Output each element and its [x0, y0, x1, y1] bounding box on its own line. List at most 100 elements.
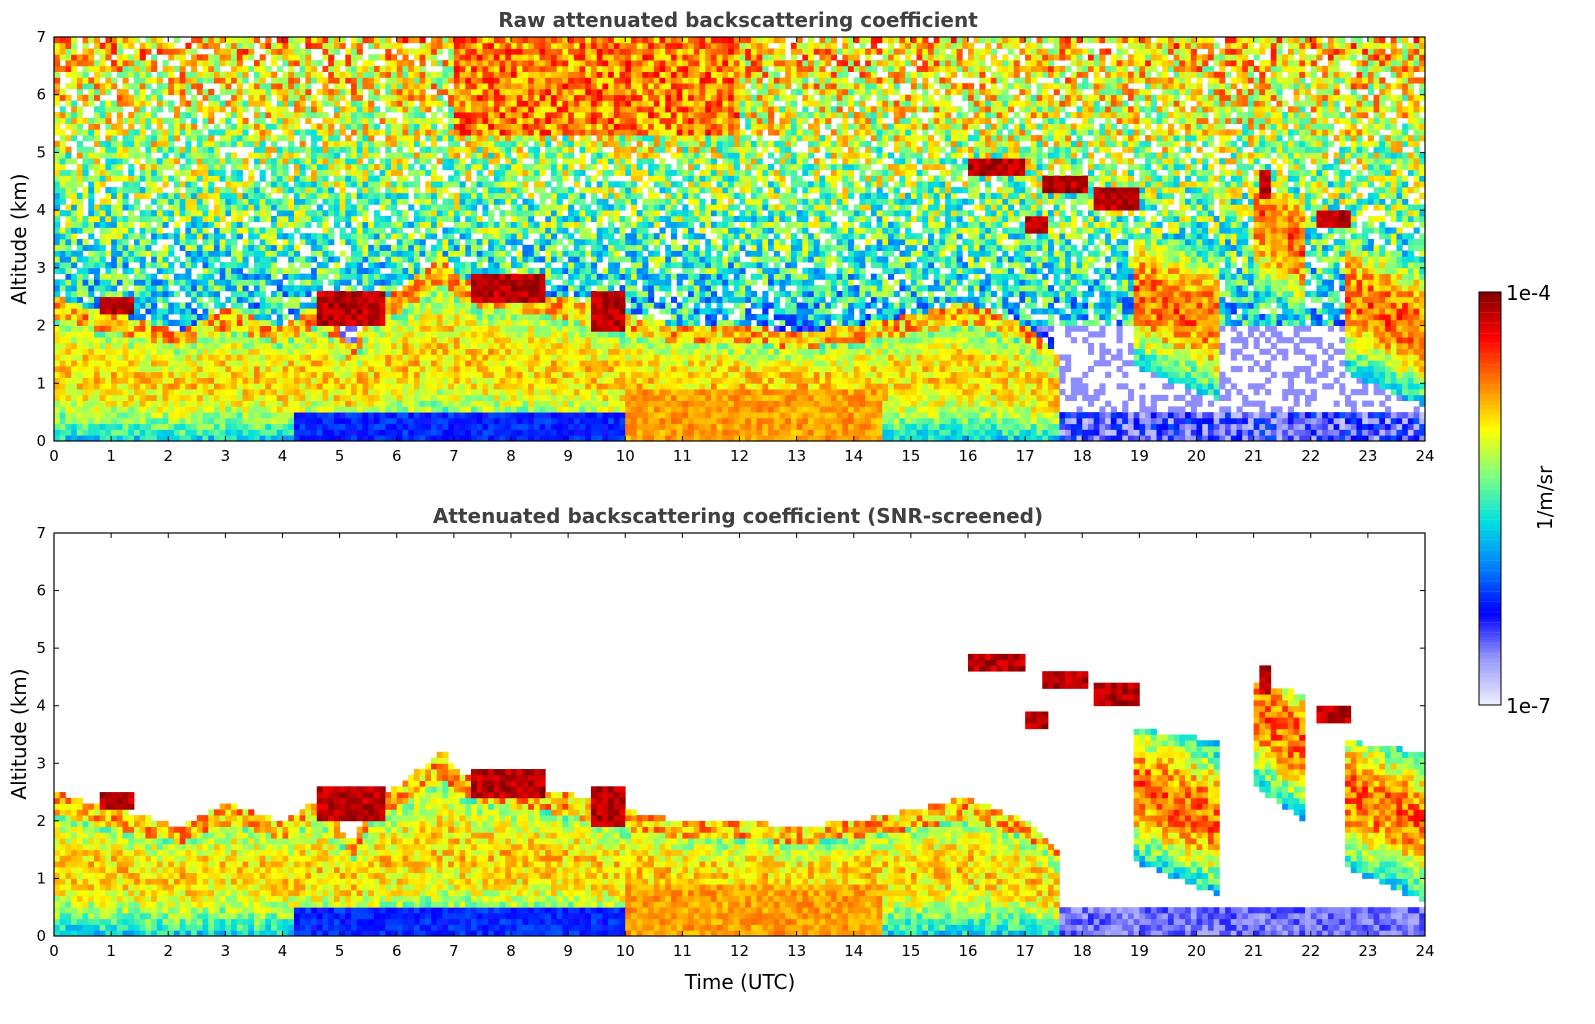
heatmap-cell — [208, 135, 215, 142]
heatmap-cell — [225, 198, 232, 205]
heatmap-cell — [111, 140, 118, 148]
heatmap-cell — [111, 262, 118, 269]
heatmap-cell — [488, 314, 495, 321]
heatmap-cell — [293, 71, 301, 78]
heatmap-cell — [488, 129, 495, 136]
heatmap-cell — [225, 423, 232, 430]
heatmap-cell — [65, 342, 72, 350]
heatmap-cell — [282, 71, 289, 78]
heatmap-cell — [299, 65, 306, 73]
heatmap-cell — [505, 435, 512, 442]
heatmap-cell — [385, 48, 392, 55]
heatmap-cell — [476, 221, 483, 228]
heatmap-cell — [431, 94, 438, 101]
heatmap-cell — [453, 123, 460, 130]
heatmap-cell — [271, 262, 278, 269]
heatmap-cell — [448, 331, 455, 338]
heatmap-cell — [482, 412, 489, 419]
heatmap-cell — [385, 233, 392, 240]
heatmap-cell — [333, 279, 341, 286]
heatmap-cell — [368, 140, 375, 148]
heatmap-cell — [459, 279, 466, 286]
heatmap-cell — [316, 314, 323, 321]
heatmap-cell — [173, 112, 181, 119]
heatmap-cell — [231, 192, 238, 199]
heatmap-cell — [179, 308, 186, 315]
heatmap-cell — [413, 210, 420, 217]
heatmap-cell — [311, 71, 318, 78]
heatmap-cell — [351, 100, 358, 107]
heatmap-cell — [168, 342, 175, 350]
heatmap-cell — [345, 65, 352, 73]
heatmap-cell — [156, 204, 163, 211]
heatmap-cell — [465, 325, 472, 332]
heatmap-cell — [299, 181, 306, 188]
heatmap-cell — [88, 244, 95, 251]
heatmap-cell — [476, 37, 483, 44]
heatmap-cell — [311, 158, 318, 165]
heatmap-cell — [431, 314, 438, 321]
heatmap-cell — [385, 152, 392, 159]
heatmap-cell — [219, 227, 226, 234]
heatmap-cell — [373, 221, 381, 228]
heatmap-cell — [465, 417, 472, 425]
heatmap-cell — [493, 314, 500, 321]
heatmap-cell — [128, 181, 135, 188]
heatmap-cell — [122, 140, 129, 148]
heatmap-cell — [442, 181, 449, 188]
heatmap-cell — [213, 244, 221, 251]
heatmap-cell — [236, 435, 243, 442]
heatmap-cell — [271, 175, 278, 182]
heatmap-cell — [99, 244, 106, 251]
heatmap-cell — [311, 412, 318, 419]
heatmap-cell — [488, 54, 495, 61]
heatmap-cell — [453, 100, 460, 107]
heatmap-cell — [288, 37, 295, 44]
heatmap-cell — [368, 308, 375, 315]
heatmap-cell — [191, 129, 198, 136]
heatmap-cell — [413, 285, 420, 292]
heatmap-cell — [185, 146, 192, 153]
heatmap-cell — [356, 302, 363, 309]
heatmap-cell — [76, 417, 83, 425]
heatmap-cell — [259, 83, 266, 90]
heatmap-cell — [356, 342, 363, 350]
heatmap-cell — [351, 77, 358, 84]
heatmap-cell — [196, 244, 203, 251]
heatmap-cell — [408, 48, 415, 55]
heatmap-cell — [191, 365, 198, 373]
heatmap-cell — [322, 360, 329, 367]
heatmap-cell — [436, 204, 443, 211]
heatmap-cell — [511, 365, 518, 373]
heatmap-cell — [156, 348, 163, 355]
heatmap-cell — [88, 348, 95, 355]
heatmap-cell — [191, 377, 198, 384]
heatmap-cell — [356, 88, 363, 96]
heatmap-cell — [88, 342, 95, 350]
heatmap-cell — [202, 290, 209, 298]
heatmap-cell — [54, 60, 61, 67]
heatmap-cell — [391, 140, 398, 148]
heatmap-cell — [465, 337, 472, 344]
heatmap-cell — [448, 360, 455, 367]
heatmap-cell — [499, 60, 506, 67]
heatmap-cell — [299, 239, 306, 246]
heatmap-cell — [316, 296, 323, 303]
heatmap-cell — [93, 273, 101, 280]
heatmap-cell — [179, 54, 186, 61]
heatmap-cell — [431, 331, 438, 338]
heatmap-cell — [391, 221, 398, 228]
heatmap-cell — [333, 181, 341, 188]
heatmap-cell — [185, 308, 192, 315]
heatmap-cell — [493, 371, 500, 378]
heatmap-cell — [488, 117, 495, 124]
heatmap-cell — [419, 192, 426, 199]
heatmap-cell — [105, 348, 112, 355]
heatmap-cell — [105, 360, 112, 367]
heatmap-cell — [362, 250, 369, 257]
heatmap-cell — [322, 140, 329, 148]
heatmap-cell — [305, 192, 312, 199]
heatmap-cell — [54, 198, 61, 205]
heatmap-cell — [59, 337, 66, 344]
heatmap-cell — [202, 135, 209, 142]
